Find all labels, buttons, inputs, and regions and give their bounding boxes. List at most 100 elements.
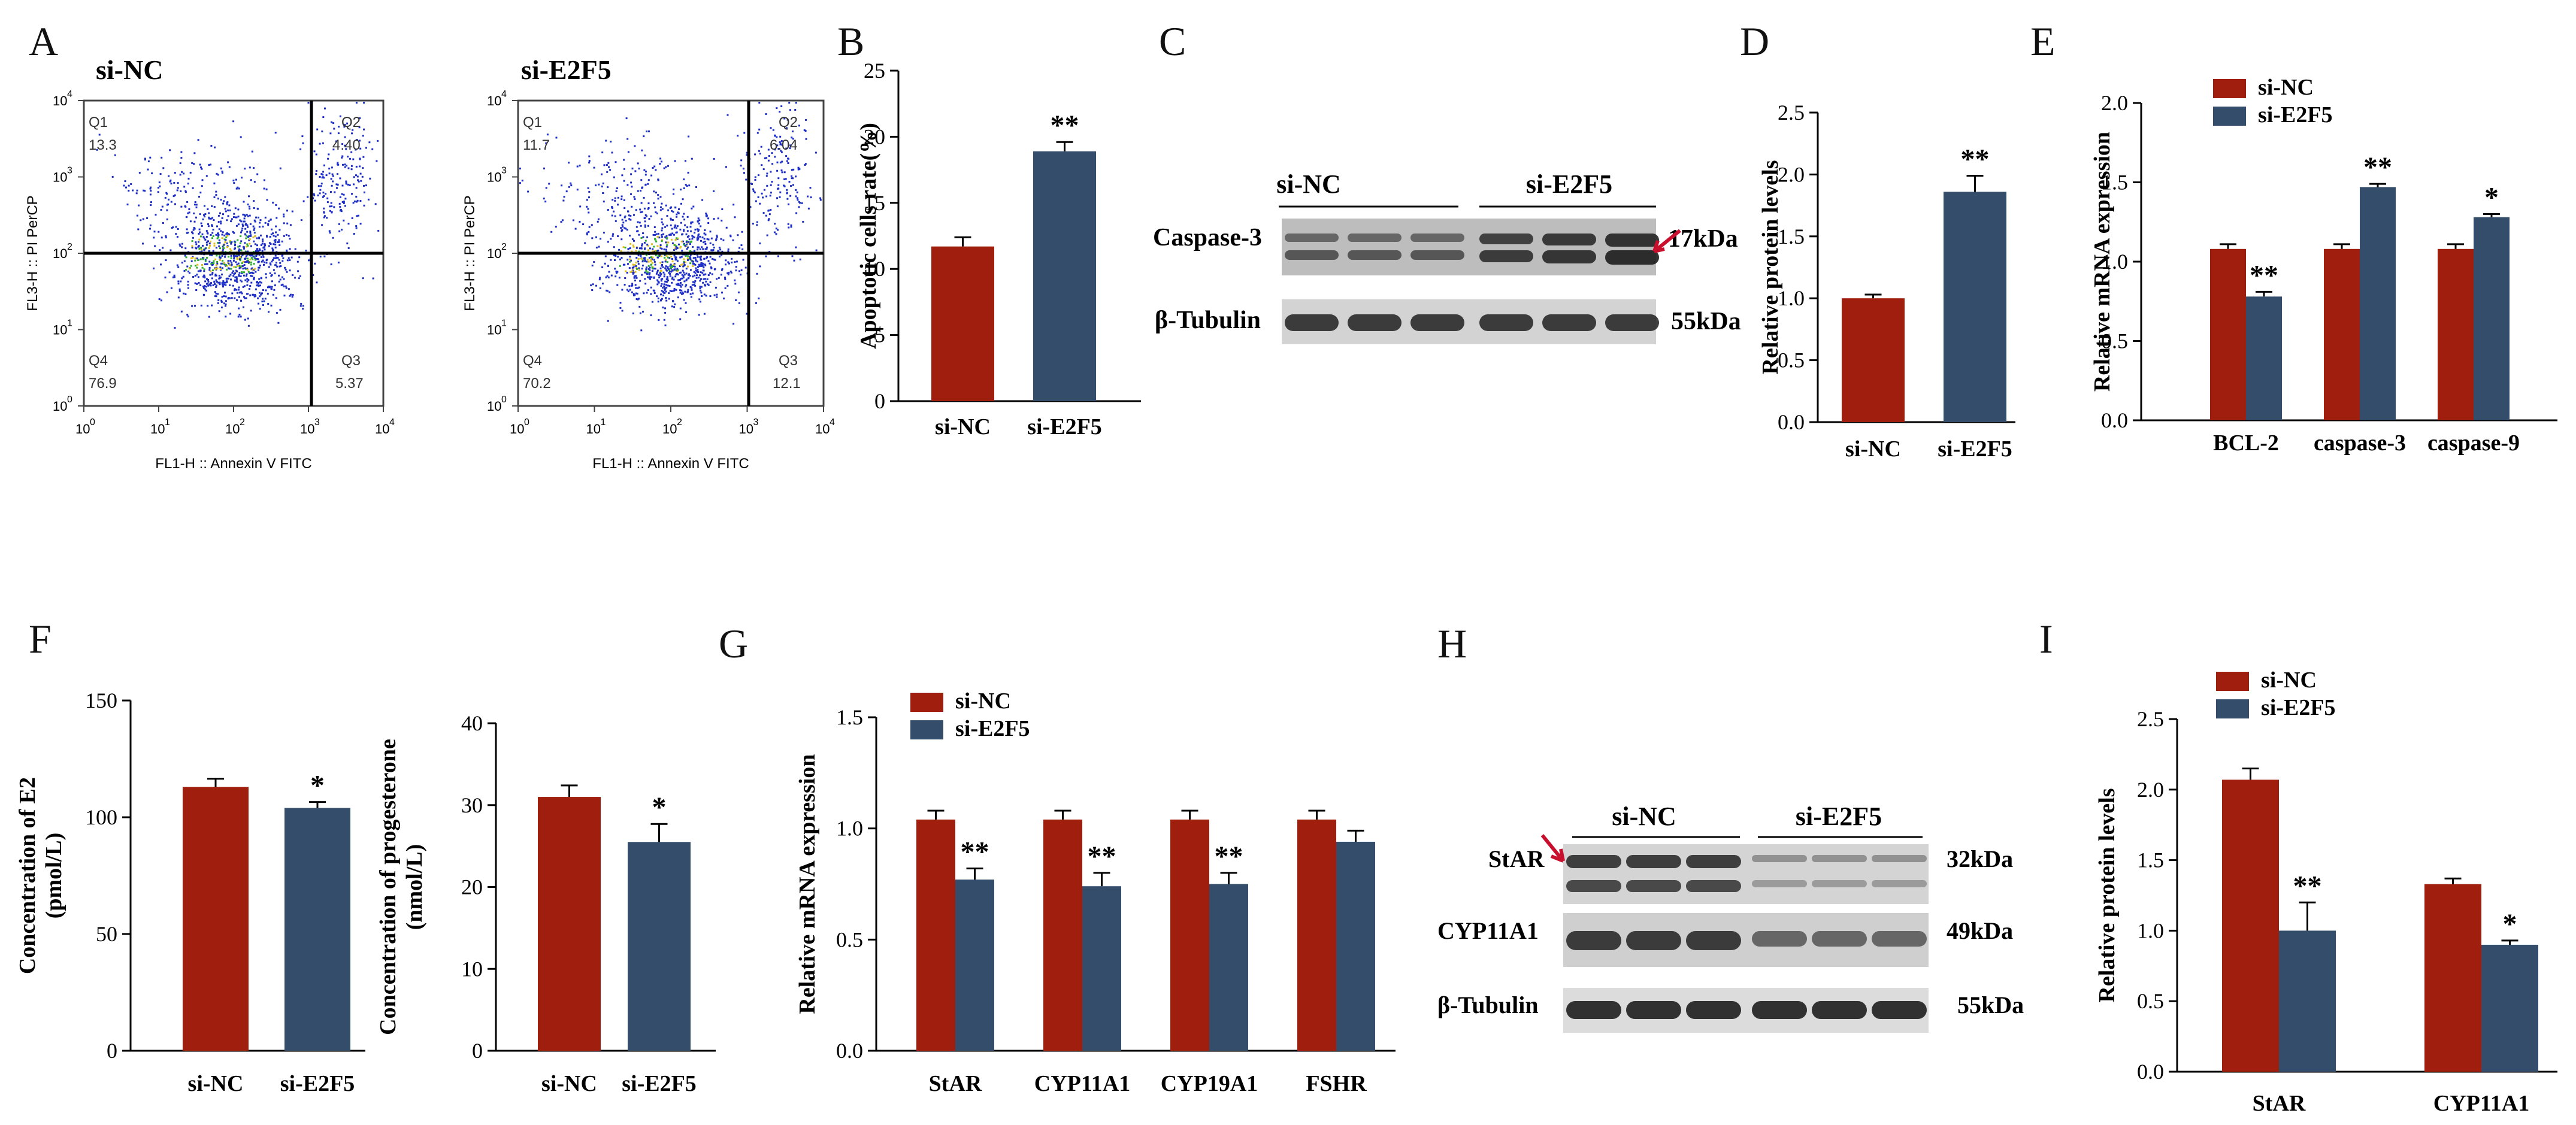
flow-event-dot: [626, 138, 629, 140]
flow-event-dot: [196, 263, 199, 266]
flow-event-dot: [661, 240, 663, 242]
flow-event-dot: [756, 221, 758, 223]
flow-event-dot: [699, 280, 701, 282]
flow-event-dot: [698, 277, 700, 279]
flow-event-dot: [672, 301, 674, 302]
flow-event-dot: [229, 274, 232, 276]
flow-event-dot: [222, 267, 223, 269]
flow-event-dot: [204, 238, 207, 241]
flow-event-dot: [199, 270, 202, 272]
flow-event-dot: [602, 182, 604, 184]
flow-event-dot: [668, 285, 671, 287]
flow-event-dot: [213, 182, 216, 184]
flow-event-dot: [765, 195, 768, 198]
flow-event-dot: [789, 144, 792, 147]
flow-event-dot: [321, 224, 323, 226]
flow-event-dot: [222, 245, 224, 248]
flow-event-dot: [638, 267, 640, 269]
flow-event-dot: [689, 293, 692, 295]
flow-event-dot: [728, 262, 730, 265]
flow-event-dot: [699, 287, 701, 290]
flow-event-dot: [225, 295, 227, 298]
flow-event-dot: [643, 135, 645, 138]
flow-event-dot: [217, 198, 219, 200]
flow-event-dot: [801, 202, 803, 204]
flow-event-dot: [267, 223, 270, 225]
legend-swatch: [910, 693, 943, 712]
flow-event-dot: [544, 201, 547, 203]
flow-event-dot: [275, 204, 277, 206]
flow-event-dot: [746, 313, 748, 315]
flow-event-dot: [235, 261, 237, 263]
flow-event-dot: [271, 228, 273, 231]
flow-event-dot: [246, 268, 249, 271]
flow-xtick-label: 10: [375, 422, 389, 436]
flow-event-dot: [640, 190, 641, 192]
flow-event-dot: [586, 232, 588, 235]
flow-event-dot: [754, 176, 756, 178]
flow-event-dot: [363, 184, 365, 187]
flow-event-dot: [674, 303, 676, 305]
flow-event-dot: [644, 260, 646, 262]
flow-event-dot: [673, 188, 675, 190]
flow-event-dot: [655, 272, 658, 275]
flow-event-dot: [642, 232, 644, 235]
flow-event-dot: [245, 255, 247, 257]
flow-event-dot: [767, 219, 770, 222]
flow-event-dot: [330, 178, 332, 180]
flow-event-dot: [627, 263, 629, 265]
flow-event-dot: [274, 257, 277, 259]
flow-event-dot: [727, 248, 729, 250]
flow-event-dot: [206, 232, 208, 234]
y-axis-label: Concentration of E2: [15, 777, 40, 974]
flow-event-dot: [601, 266, 604, 268]
blot-band: [1566, 880, 1621, 892]
flow-event-dot: [637, 162, 639, 165]
flow-event-dot: [281, 260, 284, 262]
flow-event-dot: [215, 190, 217, 193]
flow-event-dot: [220, 222, 222, 225]
flow-event-dot: [749, 206, 752, 208]
flow-event-dot: [256, 244, 258, 247]
flow-event-dot: [264, 216, 267, 219]
flow-event-dot: [247, 257, 249, 260]
flow-event-dot: [350, 165, 353, 167]
flow-event-dot: [660, 255, 662, 257]
flow-event-dot: [646, 272, 649, 275]
flow-event-dot: [181, 171, 183, 173]
flow-event-dot: [322, 192, 325, 194]
flow-event-dot: [347, 156, 349, 157]
flow-event-dot: [264, 245, 266, 248]
flow-event-dot: [215, 274, 217, 277]
flow-event-dot: [696, 270, 698, 272]
flow-event-dot: [754, 179, 756, 181]
flow-event-dot: [674, 257, 677, 259]
flow-event-dot: [689, 275, 691, 277]
quadrant-value-q4: 70.2: [523, 375, 551, 392]
y-tick-label: 1.0: [836, 817, 863, 841]
flow-event-dot: [247, 236, 249, 238]
flow-event-dot: [770, 209, 772, 211]
flow-event-dot: [765, 175, 768, 177]
flow-event-dot: [604, 262, 606, 265]
flow-event-dot: [792, 138, 794, 140]
flow-event-dot: [699, 248, 701, 250]
flow-event-dot: [688, 241, 690, 243]
flow-event-dot: [238, 286, 240, 289]
flow-event-dot: [661, 160, 662, 163]
flow-event-dot: [606, 171, 609, 173]
flow-event-dot: [205, 175, 208, 177]
flow-event-dot: [647, 183, 649, 185]
flow-event-dot: [319, 256, 322, 257]
flow-event-dot: [704, 264, 707, 266]
flow-event-dot: [780, 140, 783, 142]
flow-event-dot: [302, 308, 304, 310]
flow-ytick-label: 10: [487, 170, 501, 185]
flow-event-dot: [643, 196, 645, 199]
flow-event-dot: [651, 270, 653, 272]
flow-event-dot: [192, 229, 195, 231]
flow-event-dot: [254, 268, 256, 270]
flow-event-dot: [661, 227, 664, 229]
flow-event-dot: [322, 116, 325, 119]
flow-event-dot: [703, 274, 705, 276]
